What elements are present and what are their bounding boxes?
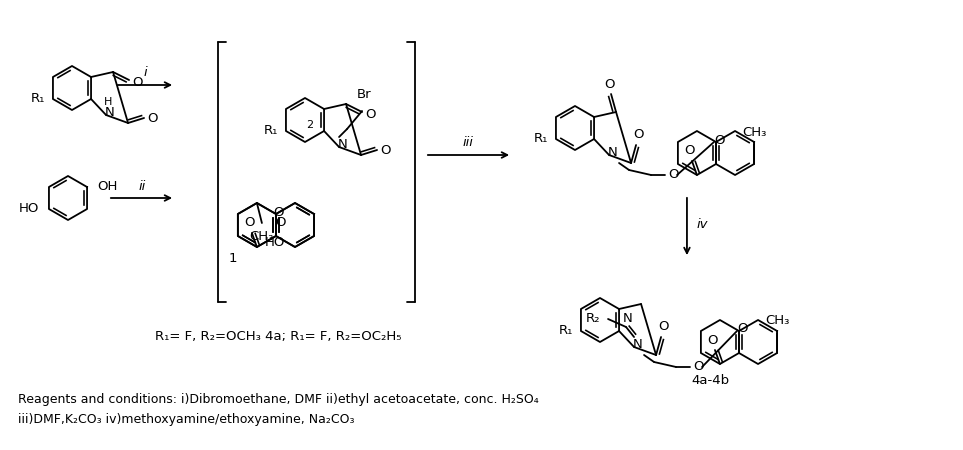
Text: O: O: [132, 76, 143, 89]
Text: iv: iv: [696, 219, 708, 231]
Text: O: O: [273, 206, 284, 219]
Text: CH₃: CH₃: [765, 315, 790, 328]
Text: O: O: [685, 144, 695, 158]
Text: O: O: [667, 168, 678, 181]
Text: N: N: [105, 105, 115, 118]
Text: 1: 1: [228, 252, 237, 265]
Text: O: O: [245, 216, 255, 230]
Text: N: N: [609, 145, 618, 158]
Text: O: O: [365, 108, 376, 121]
Text: N: N: [623, 312, 633, 325]
Text: OH: OH: [97, 180, 117, 194]
Text: 2: 2: [306, 120, 314, 130]
Text: CH₃: CH₃: [249, 230, 274, 243]
Text: O: O: [633, 129, 643, 141]
Text: iii)DMF,K₂CO₃ iv)methoxyamine/ethoxyamine, Na₂CO₃: iii)DMF,K₂CO₃ iv)methoxyamine/ethoxyamin…: [18, 413, 354, 426]
Text: CH₃: CH₃: [742, 126, 767, 139]
Text: O: O: [714, 134, 724, 147]
Text: HO: HO: [265, 235, 285, 248]
Text: R₁= F, R₂=OCH₃ 4a; R₁= F, R₂=OC₂H₅: R₁= F, R₂=OCH₃ 4a; R₁= F, R₂=OC₂H₅: [155, 330, 402, 343]
Text: H: H: [104, 97, 113, 107]
Text: Reagents and conditions: i)Dibromoethane, DMF ii)ethyl acetoacetate, conc. H₂SO₄: Reagents and conditions: i)Dibromoethane…: [18, 393, 538, 406]
Text: 4a-4b: 4a-4b: [690, 374, 729, 387]
Text: R₁: R₁: [534, 132, 548, 145]
Text: HO: HO: [18, 202, 39, 216]
Text: N: N: [634, 338, 643, 351]
Text: O: O: [737, 323, 747, 336]
Text: O: O: [604, 77, 614, 90]
Text: O: O: [692, 360, 703, 374]
Text: O: O: [658, 320, 668, 333]
Text: O: O: [708, 333, 718, 346]
Text: R₁: R₁: [31, 93, 45, 105]
Text: Br: Br: [356, 88, 372, 101]
Text: R₁: R₁: [264, 125, 278, 138]
Text: R₁: R₁: [559, 324, 573, 338]
Text: O: O: [275, 216, 286, 230]
Text: iii: iii: [462, 136, 474, 149]
Text: i: i: [143, 67, 146, 80]
Text: ii: ii: [139, 180, 145, 193]
Text: N: N: [338, 138, 348, 150]
Text: O: O: [379, 144, 390, 157]
Text: R₂: R₂: [586, 312, 600, 325]
Text: O: O: [146, 112, 157, 125]
